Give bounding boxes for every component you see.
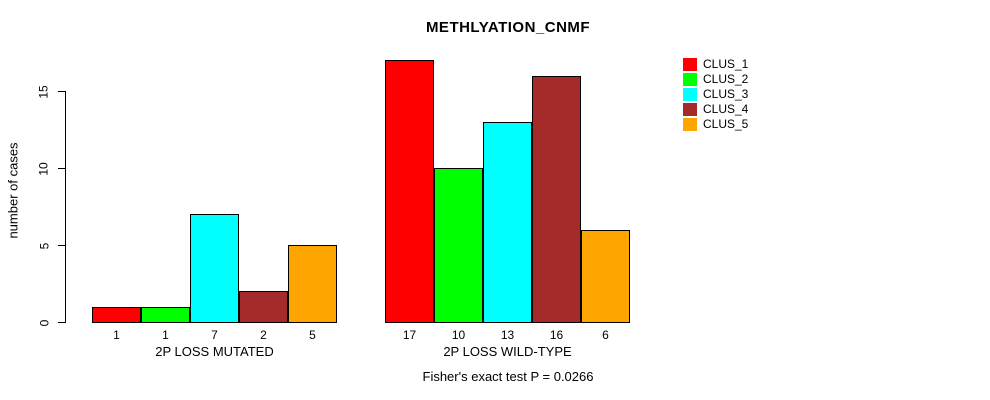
y-axis-tick-label: 10	[34, 159, 54, 179]
bar-clus_5-group1	[288, 245, 337, 323]
y-axis-tick-label: 0	[34, 313, 54, 333]
bar-value-label: 16	[549, 328, 564, 342]
y-axis-tick	[58, 168, 66, 169]
bar-value-label: 1	[113, 328, 120, 342]
legend-item-clus_2: CLUS_2	[683, 72, 748, 87]
legend-item-clus_3: CLUS_3	[683, 87, 748, 102]
fisher-test-caption: Fisher's exact test P = 0.0266	[422, 369, 594, 384]
bar-value-label: 6	[602, 328, 609, 342]
legend-label: CLUS_2	[703, 72, 749, 86]
y-axis-tick-label-text: 0	[37, 319, 51, 327]
y-axis-tick	[58, 91, 66, 92]
legend-item-clus_1: CLUS_1	[683, 57, 748, 72]
bar-value-label: 1	[162, 328, 169, 342]
x-group-label: 2P LOSS WILD-TYPE	[443, 344, 572, 359]
legend-label: CLUS_5	[703, 117, 749, 131]
y-axis-tick-label-text: 10	[36, 162, 51, 176]
legend-item-clus_4: CLUS_4	[683, 102, 748, 117]
bar-clus_2-group1	[141, 307, 190, 323]
legend-item-clus_5: CLUS_5	[683, 117, 748, 132]
y-axis-title-text: number of cases	[5, 141, 21, 239]
bar-value-label: 7	[211, 328, 218, 342]
y-axis-tick-label-text: 15	[36, 85, 51, 99]
y-axis-line	[65, 91, 66, 323]
bar-value-label: 2	[260, 328, 267, 342]
legend: CLUS_1 CLUS_2 CLUS_3 CLUS_4 CLUS_5	[683, 57, 748, 132]
legend-swatch	[683, 88, 697, 101]
legend-label: CLUS_3	[703, 87, 749, 101]
x-group-label: 2P LOSS MUTATED	[155, 344, 274, 359]
y-axis-tick-label-text: 5	[37, 242, 51, 250]
bar-clus_3-group1	[190, 214, 239, 323]
y-axis-tick	[58, 322, 66, 323]
bar-value-label: 17	[402, 328, 417, 342]
bar-value-label: 10	[451, 328, 466, 342]
legend-swatch	[683, 103, 697, 116]
legend-swatch	[683, 58, 697, 71]
chart-title: METHLYATION_CNMF	[425, 19, 591, 36]
bar-clus_3-group2	[483, 122, 532, 323]
bar-clus_1-group1	[92, 307, 141, 323]
bar-clus_4-group1	[239, 291, 288, 323]
bar-value-label: 13	[500, 328, 515, 342]
bar-clus_1-group2	[385, 60, 434, 323]
legend-swatch	[683, 73, 697, 86]
legend-swatch	[683, 118, 697, 131]
legend-label: CLUS_4	[703, 102, 749, 116]
bar-clus_4-group2	[532, 76, 581, 323]
bar-clus_2-group2	[434, 168, 483, 323]
bar-clus_5-group2	[581, 230, 630, 323]
legend-label: CLUS_1	[703, 57, 749, 71]
bar-value-label: 5	[309, 328, 316, 342]
y-axis-tick-label: 15	[34, 82, 54, 102]
y-axis-tick	[58, 245, 66, 246]
y-axis-title: number of cases	[0, 90, 26, 290]
y-axis-tick-label: 5	[34, 236, 54, 256]
